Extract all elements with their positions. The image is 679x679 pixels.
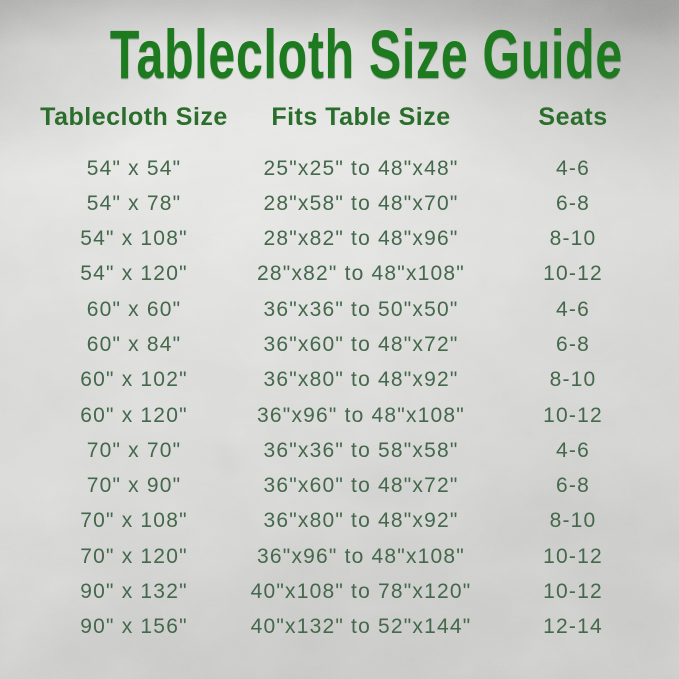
page-title-text: Tablecloth Size Guide	[109, 16, 623, 93]
fits-table-size-cell: 28"x82" to 48"x96"	[263, 227, 459, 251]
fits-table-size-cell: 36"x36" to 50"x50"	[263, 297, 459, 321]
fits-table-size-cell: 28"x82" to 48"x108"	[257, 262, 465, 286]
table-header-row: Tablecloth Size Fits Table Size Seats	[0, 103, 679, 132]
header-fits-table-size: Fits Table Size	[271, 103, 451, 131]
tablecloth-size-cell: 90" x 132"	[80, 580, 188, 604]
seats-cell: 4-6	[556, 297, 590, 321]
size-table-body: 54" x 54" 25"x25" to 48"x48" 4-6 54" x 7…	[0, 151, 651, 645]
fits-table-size-cell: 40"x132" to 52"x144"	[250, 615, 472, 639]
seats-cell: 8-10	[549, 368, 597, 392]
table-row: 70" x 90" 36"x60" to 48"x72" 6-8	[0, 469, 651, 504]
header-seats: Seats	[538, 103, 608, 131]
table-row: 70" x 108" 36"x80" to 48"x92" 8-10	[0, 504, 651, 539]
table-row: 54" x 108" 28"x82" to 48"x96" 8-10	[0, 222, 651, 257]
seats-cell: 10-12	[543, 403, 603, 427]
seats-cell: 8-10	[549, 509, 597, 533]
fits-table-size-cell: 28"x58" to 48"x70"	[263, 191, 459, 215]
table-row: 90" x 156" 40"x132" to 52"x144" 12-14	[0, 610, 651, 645]
table-row: 70" x 120" 36"x96" to 48"x108" 10-12	[0, 539, 651, 574]
tablecloth-size-cell: 60" x 60"	[86, 297, 182, 321]
table-row: 60" x 84" 36"x60" to 48"x72" 6-8	[0, 327, 651, 362]
seats-cell: 4-6	[556, 438, 590, 462]
fits-table-size-cell: 36"x60" to 48"x72"	[263, 333, 459, 357]
seats-cell: 8-10	[549, 227, 597, 251]
header-tablecloth-size: Tablecloth Size	[40, 103, 228, 131]
tablecloth-size-cell: 60" x 84"	[86, 333, 182, 357]
table-row: 60" x 120" 36"x96" to 48"x108" 10-12	[0, 398, 651, 433]
seats-cell: 10-12	[543, 262, 603, 286]
tablecloth-size-cell: 70" x 70"	[86, 438, 182, 462]
tablecloth-size-cell: 60" x 102"	[80, 368, 188, 392]
fits-table-size-cell: 36"x96" to 48"x108"	[257, 403, 465, 427]
tablecloth-size-cell: 70" x 90"	[86, 474, 182, 498]
tablecloth-size-cell: 54" x 108"	[80, 227, 188, 251]
fits-table-size-cell: 36"x36" to 58"x58"	[263, 438, 459, 462]
fits-table-size-cell: 36"x80" to 48"x92"	[263, 368, 459, 392]
seats-cell: 10-12	[543, 544, 603, 568]
tablecloth-size-cell: 60" x 120"	[80, 403, 188, 427]
seats-cell: 6-8	[556, 474, 590, 498]
seats-cell: 6-8	[556, 333, 590, 357]
tablecloth-size-cell: 54" x 54"	[86, 156, 182, 180]
tablecloth-size-cell: 70" x 120"	[80, 544, 188, 568]
fits-table-size-cell: 36"x96" to 48"x108"	[257, 544, 465, 568]
seats-cell: 6-8	[556, 191, 590, 215]
seats-cell: 12-14	[543, 615, 603, 639]
table-row: 60" x 102" 36"x80" to 48"x92" 8-10	[0, 363, 651, 398]
tablecloth-size-cell: 90" x 156"	[80, 615, 188, 639]
table-row: 90" x 132" 40"x108" to 78"x120" 10-12	[0, 574, 651, 609]
tablecloth-size-cell: 70" x 108"	[80, 509, 188, 533]
fits-table-size-cell: 36"x80" to 48"x92"	[263, 509, 459, 533]
fits-table-size-cell: 40"x108" to 78"x120"	[250, 580, 472, 604]
fits-table-size-cell: 25"x25" to 48"x48"	[263, 156, 459, 180]
fits-table-size-cell: 36"x60" to 48"x72"	[263, 474, 459, 498]
tablecloth-size-cell: 54" x 120"	[80, 262, 188, 286]
table-row: 54" x 54" 25"x25" to 48"x48" 4-6	[0, 151, 651, 186]
seats-cell: 10-12	[543, 580, 603, 604]
table-row: 60" x 60" 36"x36" to 50"x50" 4-6	[0, 292, 651, 327]
page-title: Tablecloth Size Guide	[0, 20, 679, 89]
table-row: 54" x 120" 28"x82" to 48"x108" 10-12	[0, 257, 651, 292]
seats-cell: 4-6	[556, 156, 590, 180]
table-row: 70" x 70" 36"x36" to 58"x58" 4-6	[0, 433, 651, 468]
tablecloth-size-cell: 54" x 78"	[86, 191, 182, 215]
table-row: 54" x 78" 28"x58" to 48"x70" 6-8	[0, 186, 651, 221]
